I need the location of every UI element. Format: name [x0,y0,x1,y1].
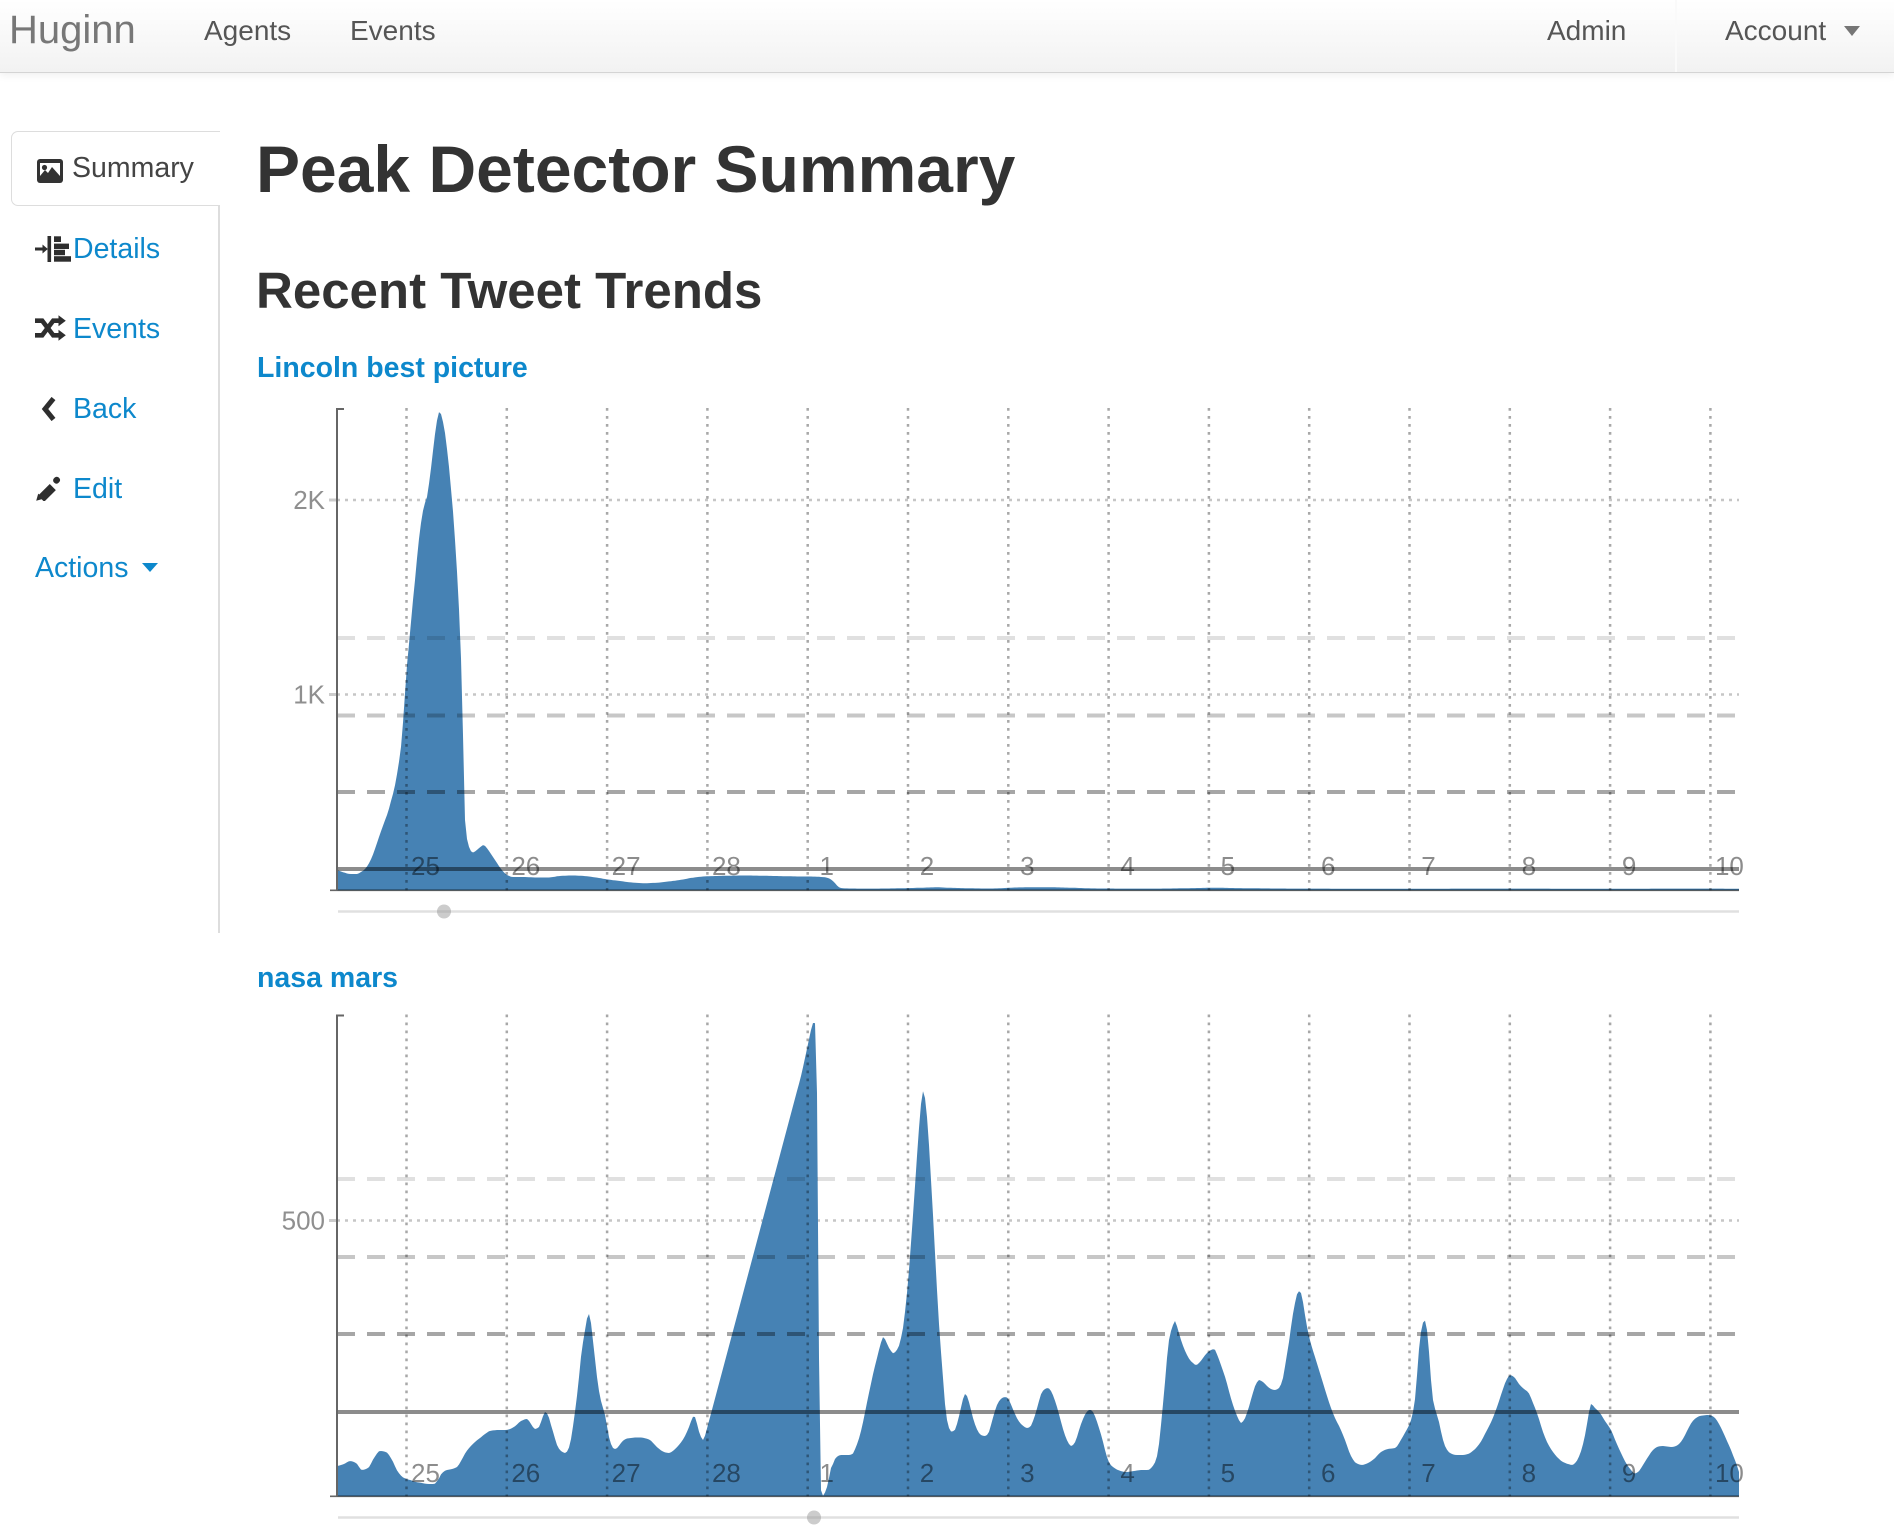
svg-text:7: 7 [1421,1458,1435,1488]
svg-text:1K: 1K [293,680,325,710]
svg-text:7: 7 [1421,851,1435,881]
svg-text:27: 27 [612,851,641,881]
svg-text:26: 26 [511,1458,540,1488]
svg-text:25: 25 [411,1458,440,1488]
svg-text:10: 10 [1715,851,1744,881]
svg-text:6: 6 [1321,1458,1335,1488]
svg-text:4: 4 [1120,1458,1134,1488]
svg-text:25: 25 [411,851,440,881]
svg-text:10: 10 [1715,1458,1744,1488]
svg-text:27: 27 [612,1458,641,1488]
svg-text:5: 5 [1221,1458,1235,1488]
svg-text:3: 3 [1020,851,1034,881]
svg-text:26: 26 [511,851,540,881]
svg-text:4: 4 [1120,851,1134,881]
svg-text:500: 500 [282,1206,325,1236]
svg-text:5: 5 [1221,851,1235,881]
svg-text:28: 28 [712,1458,741,1488]
svg-text:1: 1 [819,851,833,881]
svg-text:28: 28 [712,851,741,881]
svg-text:9: 9 [1622,1458,1636,1488]
svg-text:2K: 2K [293,485,325,515]
svg-text:3: 3 [1020,1458,1034,1488]
svg-text:8: 8 [1522,1458,1536,1488]
svg-text:2: 2 [920,851,934,881]
svg-text:6: 6 [1321,851,1335,881]
svg-text:8: 8 [1522,851,1536,881]
svg-text:1: 1 [819,1458,833,1488]
svg-text:2: 2 [920,1458,934,1488]
svg-text:9: 9 [1622,851,1636,881]
